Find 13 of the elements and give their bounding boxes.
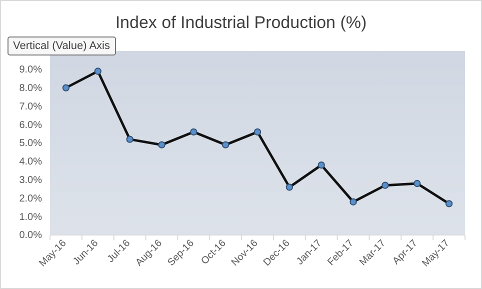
y-tick-label: 2.0% bbox=[19, 193, 42, 204]
y-tick-label: 1.0% bbox=[19, 212, 42, 223]
y-tick-label: 5.0% bbox=[19, 138, 42, 150]
annotation: Vertical (Value) Axis bbox=[13, 40, 110, 52]
y-tick-label: 8.0% bbox=[19, 83, 42, 94]
y-tick-label: 7.0% bbox=[19, 101, 42, 112]
y-tick-label: 9.0% bbox=[19, 64, 42, 76]
tooltip-box: Vertical (Value) Axis bbox=[8, 36, 116, 56]
y-tick-label: 4.0% bbox=[19, 156, 42, 168]
chart-title: Index of Industrial Production (%) bbox=[115, 13, 367, 32]
y-tick-label: 6.0% bbox=[19, 120, 42, 131]
y-tick-label: 3.0% bbox=[19, 175, 42, 186]
y-tick-label: 0.0% bbox=[19, 230, 42, 242]
